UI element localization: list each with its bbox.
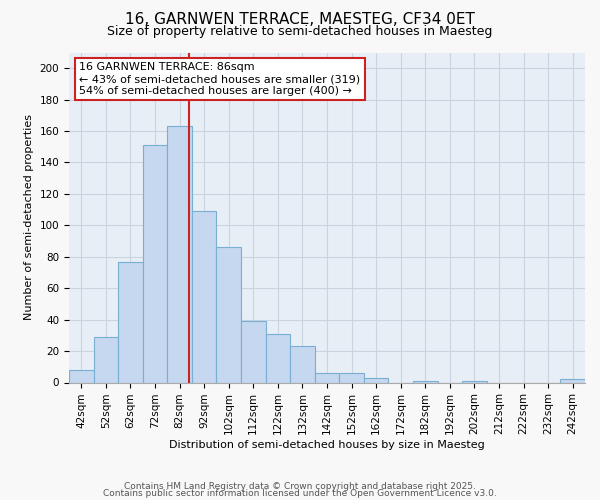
Bar <box>364 378 388 382</box>
Bar <box>241 321 266 382</box>
Bar <box>339 373 364 382</box>
Bar <box>192 211 217 382</box>
Text: 16, GARNWEN TERRACE, MAESTEG, CF34 0ET: 16, GARNWEN TERRACE, MAESTEG, CF34 0ET <box>125 12 475 28</box>
Text: 16 GARNWEN TERRACE: 86sqm
← 43% of semi-detached houses are smaller (319)
54% of: 16 GARNWEN TERRACE: 86sqm ← 43% of semi-… <box>79 62 361 96</box>
Bar <box>413 381 437 382</box>
Y-axis label: Number of semi-detached properties: Number of semi-detached properties <box>24 114 34 320</box>
Text: Size of property relative to semi-detached houses in Maesteg: Size of property relative to semi-detach… <box>107 25 493 38</box>
Bar <box>118 262 143 382</box>
Bar <box>167 126 192 382</box>
Bar <box>143 145 167 382</box>
Text: Contains HM Land Registry data © Crown copyright and database right 2025.: Contains HM Land Registry data © Crown c… <box>124 482 476 491</box>
Bar <box>462 381 487 382</box>
Bar <box>315 373 339 382</box>
X-axis label: Distribution of semi-detached houses by size in Maesteg: Distribution of semi-detached houses by … <box>169 440 485 450</box>
Bar <box>560 380 585 382</box>
Bar <box>217 248 241 382</box>
Text: Contains public sector information licensed under the Open Government Licence v3: Contains public sector information licen… <box>103 489 497 498</box>
Bar <box>94 337 118 382</box>
Bar <box>266 334 290 382</box>
Bar <box>69 370 94 382</box>
Bar <box>290 346 315 382</box>
